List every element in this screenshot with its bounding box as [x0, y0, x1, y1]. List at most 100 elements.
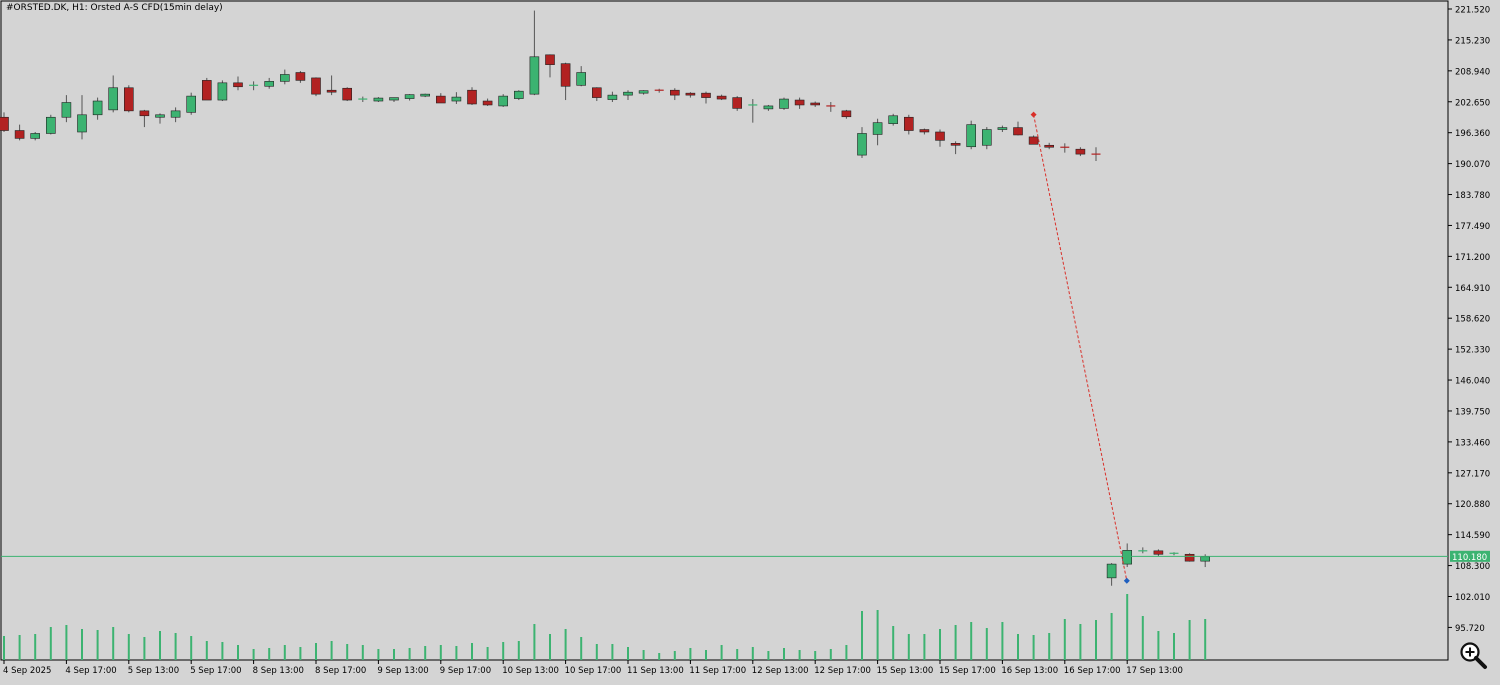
candle-bull [389, 97, 399, 101]
candle-bear [935, 131, 945, 141]
y-tick-label: 133.460 [1455, 438, 1490, 448]
candle-bear [1028, 136, 1039, 145]
candle-bull [607, 94, 618, 100]
time-axis[interactable]: 4 Sep 2025 4 Sep 17:00 5 Sep 13:00 5 Sep 17… [3, 660, 1183, 676]
candle-bear [1153, 550, 1164, 555]
volume-bar [252, 649, 255, 660]
chart-title: #ORSTED.DK, H1: Orsted A-S CFD(15min del… [6, 3, 223, 13]
candle-bear [0, 116, 9, 131]
candle-bull [888, 115, 899, 124]
volume-bar [720, 645, 723, 660]
volume-bar [393, 649, 395, 660]
candle-bull [513, 90, 524, 99]
x-tick-label: 15 Sep 13:00 [877, 666, 934, 676]
volume-bar [3, 636, 5, 660]
y-tick-label: 215.230 [1455, 36, 1490, 46]
candle-bear [669, 89, 680, 96]
candle-bull [872, 122, 883, 135]
volume-bar [299, 647, 302, 660]
volume-bar [627, 647, 629, 660]
volume-bar [658, 653, 661, 660]
y-tick-label: 221.520 [1455, 6, 1490, 16]
price-axis[interactable]: 221.520 215.230 208.940 202.650 196.360 190.0… [1448, 6, 1490, 634]
x-tick-label: 4 Sep 17:00 [65, 666, 116, 676]
y-tick-label: 196.360 [1455, 129, 1490, 139]
candle-bear [794, 99, 805, 106]
volume-bar [377, 649, 380, 660]
candle-bear [467, 89, 477, 105]
y-tick-label: 202.650 [1455, 98, 1490, 108]
volume-bar [174, 633, 177, 660]
candle-bear [311, 77, 321, 95]
candle-bear [903, 116, 914, 131]
volume-bar [767, 651, 770, 660]
candle-bull [1200, 556, 1210, 562]
candle-bear [326, 89, 337, 93]
volume-bar [954, 625, 957, 660]
candle-bear [124, 87, 134, 112]
candle-bear [545, 54, 555, 65]
volume-bar [892, 626, 895, 660]
volume-bar [907, 634, 910, 660]
y-tick-label: 139.750 [1455, 407, 1490, 417]
volume-bar [424, 646, 427, 660]
volume-bar [564, 629, 567, 660]
x-tick-label: 16 Sep 13:00 [1001, 666, 1058, 676]
volume-bar [1157, 631, 1160, 660]
volume-bar [205, 641, 208, 660]
candle-bear [560, 63, 571, 87]
candle-bull [763, 105, 774, 110]
volume-bar [502, 642, 505, 660]
candle-bull [108, 87, 118, 111]
volume-bar [127, 634, 130, 660]
x-tick-label: 5 Sep 17:00 [190, 666, 241, 676]
candle-bull [997, 127, 1008, 130]
volume-bar [829, 649, 832, 660]
y-tick-label: 146.040 [1455, 377, 1490, 387]
volume-bar [1141, 616, 1144, 660]
volume-bar [939, 629, 941, 660]
volume-bar [1048, 633, 1051, 660]
volume-bar [923, 634, 926, 660]
candle-bull [576, 72, 587, 86]
price-label-bg [1450, 550, 1490, 562]
volume-bar [580, 637, 583, 660]
volume-bar [876, 610, 879, 660]
volume-bar [549, 634, 551, 660]
volume-bar [346, 644, 349, 660]
candle-bull [966, 124, 977, 148]
x-tick-label: 8 Sep 13:00 [253, 666, 304, 676]
x-tick-label: 15 Sep 17:00 [939, 666, 996, 676]
y-tick-label: 108.300 [1455, 562, 1490, 572]
x-tick-label: 17 Sep 13:00 [1126, 666, 1183, 676]
volume-bar [34, 634, 37, 660]
volume-bar [143, 637, 146, 660]
volume-bar [330, 641, 333, 660]
volume-bar [814, 651, 817, 660]
volume-bar [190, 636, 193, 660]
volume-bar [96, 630, 99, 660]
candle-bull [155, 114, 165, 118]
volume-bar [1063, 619, 1066, 660]
x-tick-label: 9 Sep 13:00 [377, 666, 428, 676]
volume-bar [611, 644, 614, 660]
candle-bear [1075, 148, 1086, 155]
volume-bar [673, 651, 676, 660]
x-tick-label: 10 Sep 17:00 [565, 666, 622, 676]
candle-bull [279, 74, 290, 82]
volume-bar [49, 627, 52, 660]
candle-bear [1013, 127, 1023, 136]
volume-bar [1017, 634, 1019, 660]
candle-bear [295, 72, 306, 81]
volume-bar [1126, 594, 1129, 660]
candle-bull [61, 102, 72, 118]
candle-bull [404, 94, 415, 99]
candle-bull [529, 56, 540, 95]
candle-bear [701, 92, 711, 98]
candle-bear [482, 100, 493, 106]
candle-bull [779, 98, 789, 109]
volume-bar [237, 645, 239, 660]
zoom-button[interactable] [1458, 640, 1488, 670]
